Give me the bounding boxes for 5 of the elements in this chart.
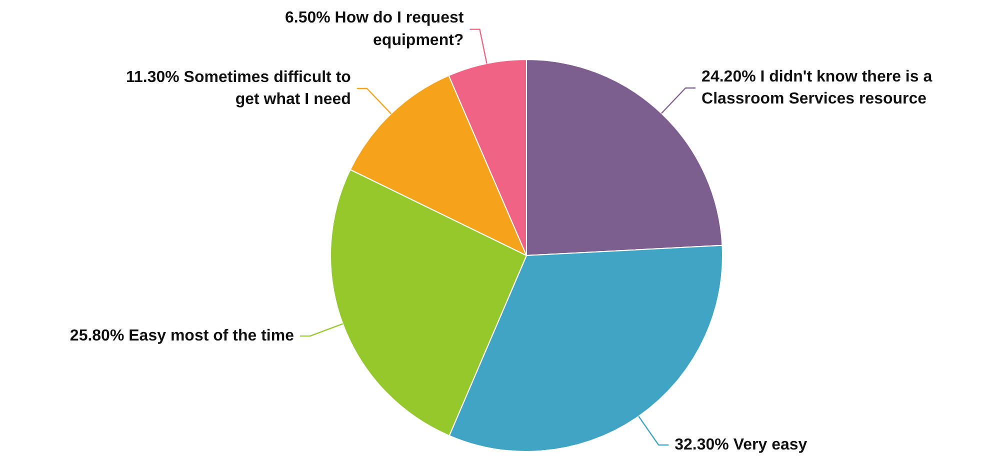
slice-label: 11.30% Sometimes difficult to get what I need xyxy=(126,68,352,108)
slice-label: 25.80% Easy most of the time xyxy=(70,328,294,345)
slice-label: 6.50% How do I request equipment? xyxy=(284,10,464,49)
slice-label: 24.20% I didn't know there is a Classroom Services resource xyxy=(702,68,932,108)
slice-label: 32.30% Very easy xyxy=(674,436,808,454)
